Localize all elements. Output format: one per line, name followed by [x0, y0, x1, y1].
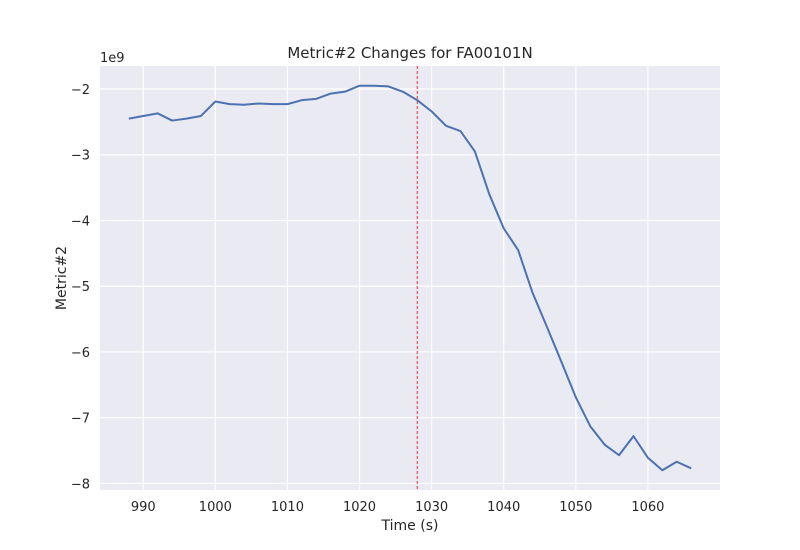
x-tick-label: 1000: [199, 500, 232, 515]
x-tick-label: 1030: [415, 500, 448, 515]
x-tick-label: 990: [131, 500, 156, 515]
y-tick-label: −5: [71, 280, 90, 295]
y-tick-label: −3: [71, 149, 90, 164]
y-offset-label: 1e9: [100, 51, 125, 66]
x-tick-label: 1020: [343, 500, 376, 515]
y-tick-label: −4: [71, 214, 90, 229]
y-tick-label: −7: [71, 412, 90, 427]
series-line: [128, 84, 692, 472]
y-tick-label: −2: [71, 83, 90, 98]
x-tick-label: 1040: [487, 500, 520, 515]
chart-title: Metric#2 Changes for FA00101N: [287, 44, 532, 62]
y-axis-label: Metric#2: [54, 246, 70, 310]
gridlines: [100, 66, 720, 490]
y-tick-label: −8: [71, 477, 90, 492]
x-tick-label: 1010: [271, 500, 304, 515]
series-layer: [128, 84, 692, 472]
x-tick-label: 1060: [631, 500, 664, 515]
y-tick-labels: −2 −3 −4 −5 −6 −7 −8: [71, 83, 90, 492]
x-tick-labels: 990 1000 1010 1020 1030 1040 1050 1060: [131, 500, 665, 515]
plot-background: [100, 66, 720, 490]
x-axis-label: Time (s): [381, 518, 439, 534]
y-tick-label: −6: [71, 346, 90, 361]
x-tick-label: 1050: [559, 500, 592, 515]
